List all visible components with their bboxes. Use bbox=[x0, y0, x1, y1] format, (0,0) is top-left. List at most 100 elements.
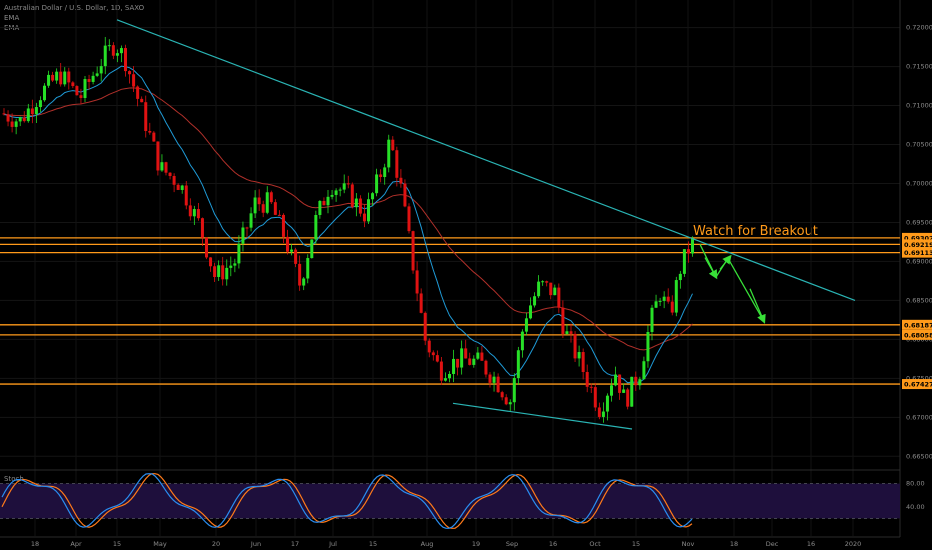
candle-body bbox=[403, 183, 407, 207]
candle-body bbox=[342, 183, 346, 190]
candle-body bbox=[286, 236, 289, 252]
time-tick-label: 19 bbox=[472, 540, 480, 548]
candle-body bbox=[346, 183, 350, 185]
candle-body bbox=[225, 267, 229, 280]
trendline-lower bbox=[452, 402, 633, 430]
time-tick-label: 18 bbox=[31, 540, 39, 548]
time-tick-label: Jul bbox=[328, 540, 337, 548]
candle-body bbox=[581, 352, 585, 373]
time-tick-label: 2020 bbox=[845, 540, 862, 548]
candle-body bbox=[59, 71, 63, 85]
candle-body bbox=[407, 206, 411, 232]
candle-body bbox=[686, 249, 690, 254]
candle-body bbox=[233, 263, 237, 266]
candle-body bbox=[160, 162, 164, 171]
candle-body bbox=[549, 282, 553, 296]
stoch-band-fill bbox=[0, 483, 900, 519]
candle-body bbox=[691, 238, 694, 254]
candle-body bbox=[221, 265, 225, 280]
candle-body bbox=[107, 45, 111, 47]
level-badge-label: 0.67427 bbox=[904, 381, 932, 389]
candle-body bbox=[529, 305, 532, 319]
candle-body bbox=[103, 45, 107, 67]
indicator-ema-1: EMA bbox=[4, 14, 20, 22]
trendlines bbox=[116, 19, 856, 430]
breakout-callout: Watch for Breakout bbox=[693, 224, 818, 239]
symbol-title: Australian Dollar / U.S. Dollar, 1D, SAX… bbox=[4, 4, 145, 12]
level-badge-label: 0.69302 bbox=[904, 234, 932, 242]
candle-body bbox=[111, 45, 115, 56]
candle-body bbox=[464, 348, 468, 359]
candle-body bbox=[124, 48, 127, 72]
candle-body bbox=[375, 174, 379, 194]
candle-body bbox=[237, 243, 241, 264]
time-tick-label: Sep bbox=[506, 540, 518, 548]
candle-body bbox=[281, 214, 285, 237]
candle-body bbox=[14, 121, 18, 127]
candle-body bbox=[678, 273, 682, 281]
candle-body bbox=[630, 376, 634, 407]
candle-body bbox=[520, 331, 524, 351]
time-tick-label: Dec bbox=[766, 540, 779, 548]
candle-body bbox=[484, 360, 488, 375]
candle-body bbox=[557, 287, 561, 308]
candle-body bbox=[585, 372, 589, 387]
candle-body bbox=[561, 307, 565, 334]
candle-body bbox=[144, 102, 148, 132]
candle-body bbox=[367, 199, 370, 222]
candle-body bbox=[306, 258, 310, 279]
candle-body bbox=[229, 265, 233, 268]
arrow-pullback bbox=[704, 257, 718, 280]
candle-body bbox=[63, 71, 67, 85]
price-tick-label: 0.69500 bbox=[906, 218, 932, 226]
candle-body bbox=[196, 209, 200, 219]
candle-body bbox=[601, 411, 605, 417]
candle-body bbox=[666, 296, 670, 302]
candle-body bbox=[565, 331, 569, 334]
arrow-drop bbox=[749, 288, 766, 324]
candle-body bbox=[269, 192, 273, 203]
candle-body bbox=[654, 301, 658, 308]
time-tick-label: 18 bbox=[730, 540, 738, 548]
candle-body bbox=[302, 278, 306, 286]
candle-body bbox=[2, 113, 6, 115]
candle-body bbox=[508, 402, 512, 405]
candle-body bbox=[472, 358, 476, 365]
level-badge bbox=[902, 232, 932, 243]
candle-body bbox=[55, 71, 59, 81]
candle-body bbox=[383, 167, 387, 178]
candle-body bbox=[634, 376, 638, 386]
candle-body bbox=[500, 392, 504, 398]
candle-body bbox=[371, 193, 375, 200]
level-badge bbox=[902, 319, 932, 330]
ema-lines bbox=[3, 65, 693, 384]
level-badge-label: 0.68187 bbox=[904, 321, 932, 329]
projection-path bbox=[699, 244, 765, 322]
candle-body bbox=[249, 213, 253, 228]
candle-body bbox=[213, 266, 217, 277]
time-tick-label: May bbox=[153, 540, 167, 548]
candle-body bbox=[6, 114, 10, 122]
level-badge-label: 0.69219 bbox=[904, 241, 932, 249]
candle-body bbox=[435, 355, 439, 362]
stoch-k-line bbox=[1, 473, 693, 529]
candle-body bbox=[674, 280, 678, 313]
candle-body bbox=[273, 202, 277, 215]
price-tick-label: 0.71500 bbox=[906, 63, 932, 71]
ema-slow-line bbox=[3, 87, 693, 351]
candle-body bbox=[670, 301, 674, 313]
price-tick-label: 0.69000 bbox=[906, 257, 932, 265]
candle-body bbox=[75, 86, 79, 96]
candle-body bbox=[573, 333, 577, 359]
candle-body bbox=[245, 227, 249, 229]
level-badge bbox=[902, 379, 932, 390]
time-tick-label: Nov bbox=[682, 540, 695, 548]
candle-body bbox=[298, 263, 302, 286]
candle-body bbox=[47, 74, 51, 86]
level-badge-label: 0.68058 bbox=[904, 331, 932, 339]
candle-body bbox=[51, 74, 55, 81]
candle-body bbox=[176, 184, 180, 190]
price-tick-label: 0.70000 bbox=[906, 179, 932, 187]
candle-body bbox=[338, 189, 342, 191]
